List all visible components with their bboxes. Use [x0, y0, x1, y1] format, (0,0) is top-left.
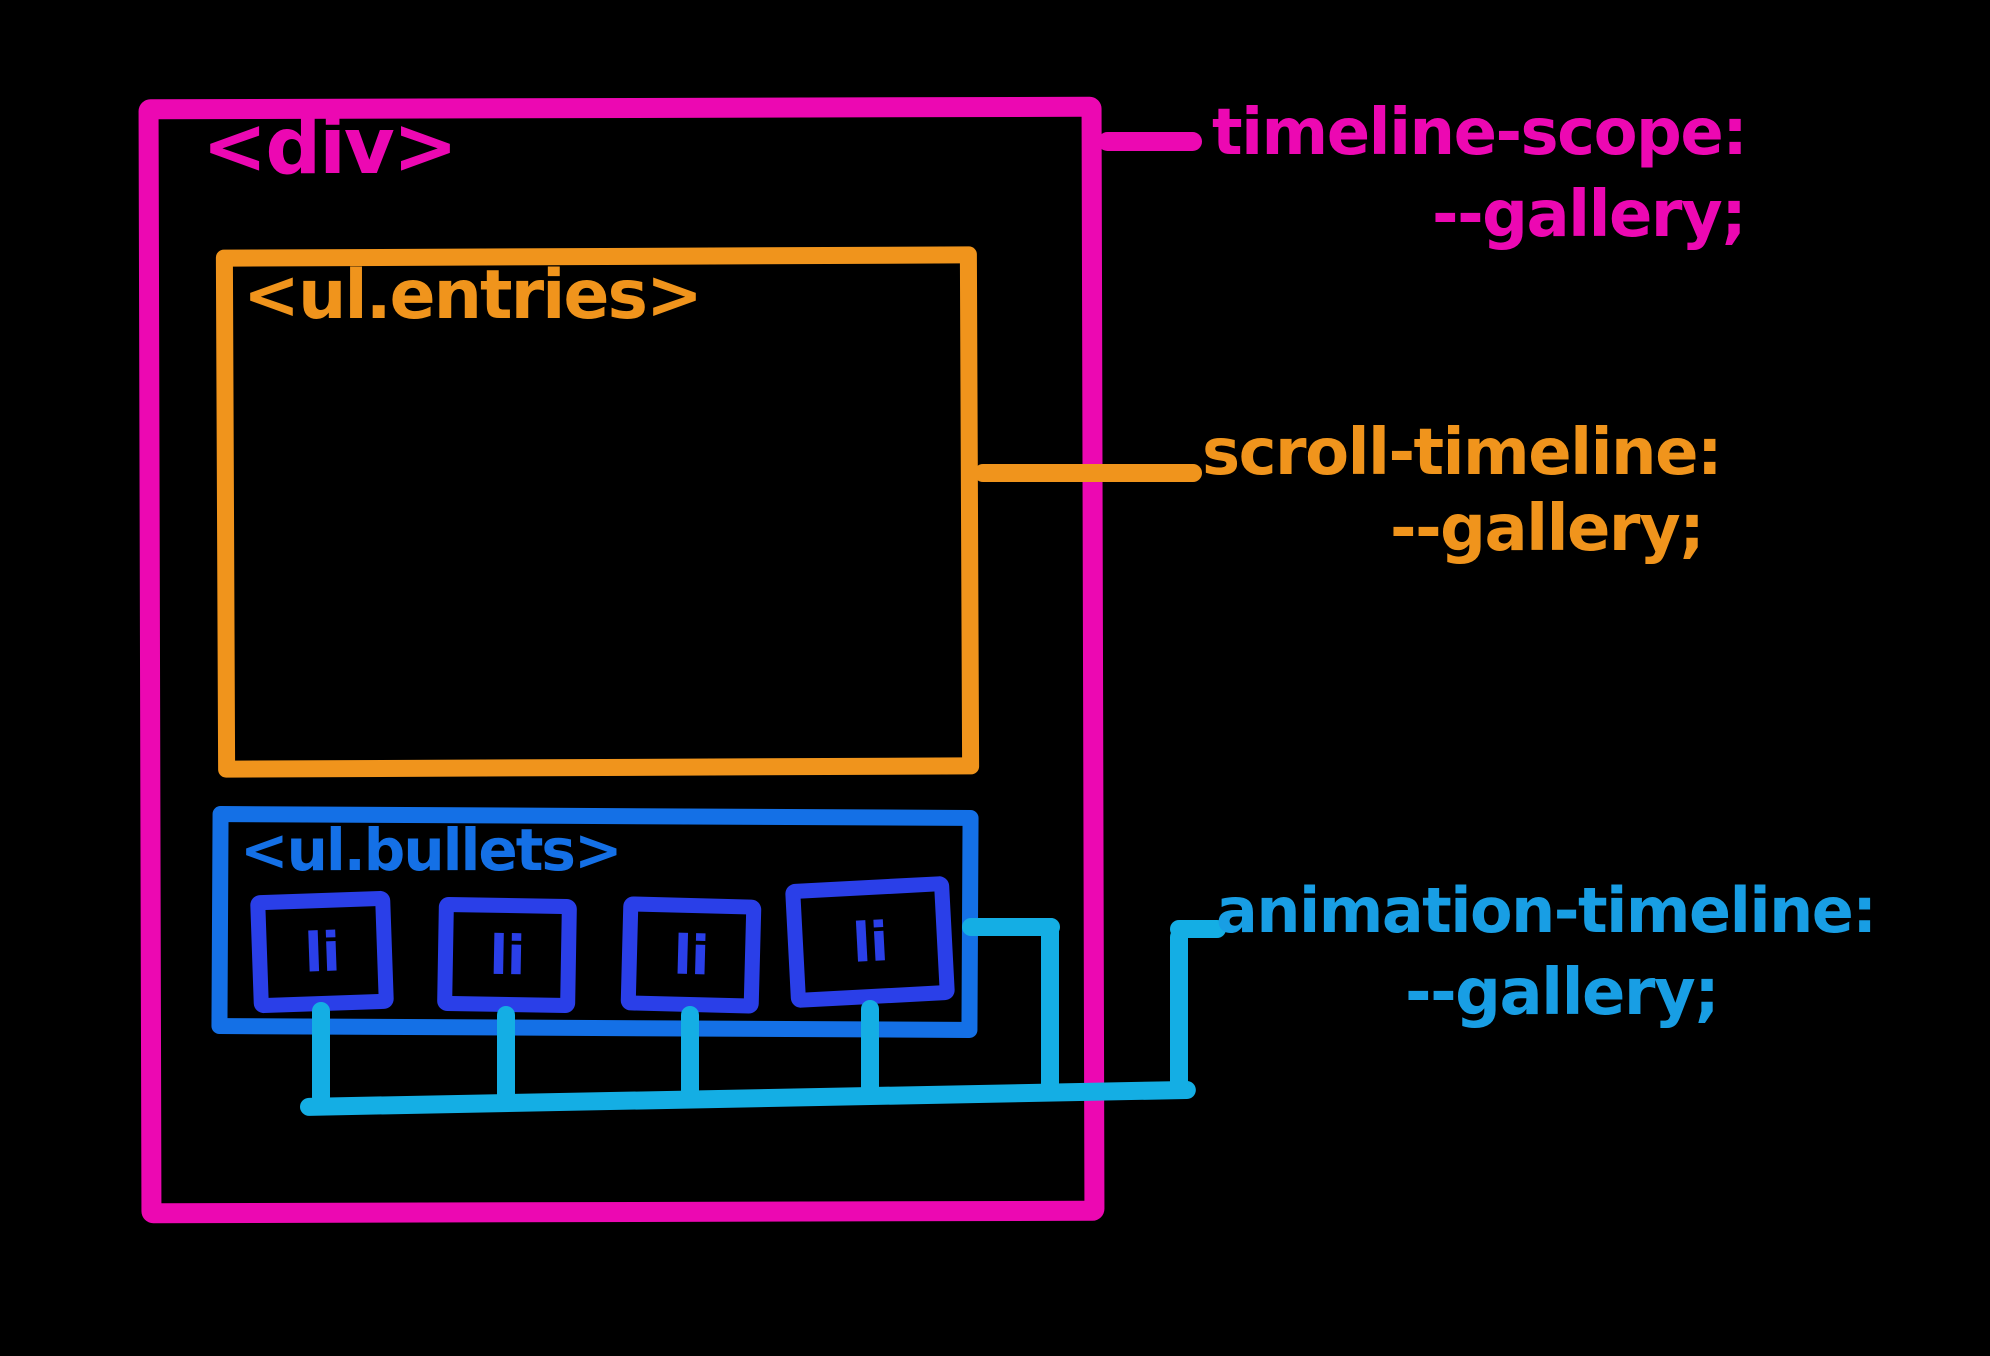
- timeline-scope-callout-line: [1098, 132, 1202, 151]
- li-1-drop-line: [312, 1002, 330, 1106]
- animation-timeline-property-text: animation-timeline:: [1216, 874, 1877, 947]
- li-item-label-1: li: [303, 919, 341, 985]
- li-item-box-2: li: [437, 896, 577, 1014]
- scroll-timeline-property-text: scroll-timeline:: [1202, 416, 1723, 490]
- timeline-scope-value-text: --gallery;: [1432, 178, 1747, 252]
- li-item-box-1: li: [249, 890, 395, 1014]
- ul-entries-tag-label: <ul.entries>: [243, 256, 703, 335]
- bullets-box-elbow-vertical-line: [1041, 918, 1059, 1094]
- animation-annotation-stub-line: [1170, 920, 1226, 938]
- animation-timeline-value-text: --gallery;: [1405, 956, 1720, 1030]
- scroll-timeline-value-text: --gallery;: [1390, 492, 1705, 566]
- bullets-box-elbow-horizontal-line: [962, 918, 1060, 936]
- scroll-timeline-callout-line: [974, 464, 1202, 482]
- li-item-box-3: li: [620, 896, 762, 1014]
- li-3-drop-line: [681, 1006, 699, 1102]
- li-4-drop-line: [861, 1000, 879, 1098]
- timeline-scope-property-text: timeline-scope:: [1212, 96, 1748, 170]
- annotation-riser-line: [1170, 928, 1188, 1092]
- li-item-label-4: li: [850, 909, 890, 975]
- li-item-label-3: li: [672, 923, 710, 987]
- li-2-drop-line: [497, 1006, 515, 1106]
- ul-bullets-tag-label: <ul.bullets>: [240, 816, 623, 884]
- li-item-box-4: li: [784, 875, 956, 1009]
- div-tag-label: <div>: [202, 102, 458, 192]
- li-item-label-2: li: [488, 923, 526, 987]
